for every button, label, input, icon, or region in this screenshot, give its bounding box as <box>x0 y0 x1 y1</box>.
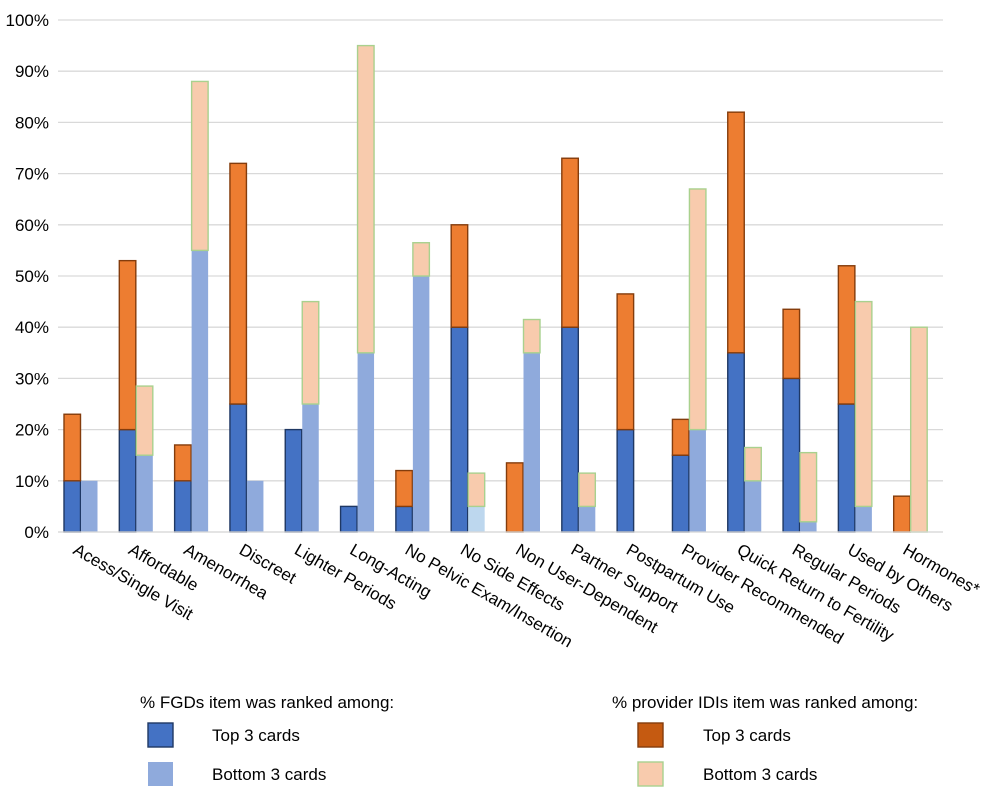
bar-top3-provider <box>837 265 856 405</box>
bar-top3-provider <box>727 111 745 354</box>
legend-swatch <box>148 762 173 786</box>
bar-top3-provider <box>63 413 82 482</box>
bar-bottom3-fgd <box>302 404 319 532</box>
bar-top3-provider <box>505 462 524 533</box>
bar-top3-provider <box>616 293 635 431</box>
bar-top3-provider <box>173 444 192 482</box>
bar-bottom3-fgd <box>689 429 706 532</box>
x-axis: Acess/Single VisitAffordableAmenorrheaDi… <box>58 531 983 651</box>
bar-top3-provider <box>892 495 911 533</box>
bar-top3-fgd <box>284 428 303 533</box>
y-tick-label: 40% <box>15 318 49 337</box>
y-tick-label: 30% <box>15 369 49 388</box>
bar-bottom3-provider <box>301 300 320 405</box>
bar-bottom3-fgd <box>523 352 540 532</box>
legend-label: Bottom 3 cards <box>703 765 817 784</box>
bar-top3-fgd <box>450 326 469 533</box>
bar-top3-fgd <box>229 403 248 533</box>
bar-bottom3-provider <box>688 188 707 431</box>
y-tick-label: 70% <box>15 165 49 184</box>
legend-swatch <box>147 722 174 748</box>
y-tick-label: 60% <box>15 216 49 235</box>
y-tick-label: 80% <box>15 113 49 132</box>
bar-bottom3-fgd <box>246 480 264 532</box>
bar-bottom3-provider <box>744 446 762 482</box>
bar-bottom3-provider <box>190 80 209 252</box>
legend-label: Top 3 cards <box>212 726 300 745</box>
y-tick-label: 100% <box>6 11 49 30</box>
legend-title: % FGDs item was ranked among: <box>140 693 394 712</box>
bar-bottom3-provider <box>799 451 818 523</box>
bar-top3-provider <box>671 418 690 456</box>
legend-swatch <box>637 722 664 748</box>
bar-top3-fgd <box>727 352 745 533</box>
bar-top3-fgd <box>173 480 192 533</box>
bar-top3-fgd <box>837 403 856 533</box>
bar-bottom3-fgd <box>855 506 872 532</box>
bar-bottom3-provider <box>412 242 431 277</box>
bar-top3-fgd <box>118 428 137 533</box>
bar-bottom3-fgd <box>800 521 817 532</box>
legend-label: Top 3 cards <box>703 726 791 745</box>
y-axis: 0% 10% 20% 30% 40% 50% 60% 70% 80% 90% 100% <box>6 11 49 542</box>
bar-top3-provider <box>450 224 469 328</box>
bars <box>63 44 928 533</box>
y-tick-label: 10% <box>15 472 49 491</box>
bar-bottom3-fgd <box>744 480 762 532</box>
bar-top3-fgd <box>63 480 82 533</box>
bar-top3-provider <box>561 157 580 328</box>
bar-bottom3-provider <box>522 318 541 354</box>
y-tick-label: 0% <box>24 523 49 542</box>
bar-top3-provider <box>118 259 137 431</box>
legend: % FGDs item was ranked among: Top 3 cards… <box>140 693 918 787</box>
legend-title: % provider IDIs item was ranked among: <box>612 693 918 712</box>
bar-bottom3-fgd <box>357 352 375 532</box>
bar-top3-fgd <box>339 505 358 533</box>
bar-top3-provider <box>395 469 414 508</box>
bar-bottom3-fgd <box>81 480 98 532</box>
bar-bottom3-provider <box>854 300 873 508</box>
bar-bottom3-provider <box>467 472 486 508</box>
bar-top3-provider <box>229 162 248 405</box>
bar-top3-fgd <box>395 505 414 533</box>
bar-top3-fgd <box>561 326 580 533</box>
bar-top3-fgd <box>671 454 690 533</box>
bar-bottom3-provider <box>356 44 375 354</box>
bar-bottom3-fgd <box>468 506 485 532</box>
legend-swatch <box>637 761 664 787</box>
bar-bottom3-provider <box>578 472 597 508</box>
bar-bottom3-fgd <box>191 250 209 532</box>
y-tick-label: 20% <box>15 421 49 440</box>
bar-bottom3-provider <box>909 326 928 533</box>
bar-top3-provider <box>782 308 801 380</box>
bar-bottom3-provider <box>135 385 154 456</box>
legend-label: Bottom 3 cards <box>212 765 326 784</box>
y-tick-label: 90% <box>15 62 49 81</box>
bar-top3-fgd <box>616 428 635 533</box>
y-tick-label: 50% <box>15 267 49 286</box>
bar-bottom3-fgd <box>412 276 430 532</box>
bar-bottom3-fgd <box>578 506 596 532</box>
bar-top3-fgd <box>782 377 801 533</box>
bar-bottom3-fgd <box>136 455 153 532</box>
